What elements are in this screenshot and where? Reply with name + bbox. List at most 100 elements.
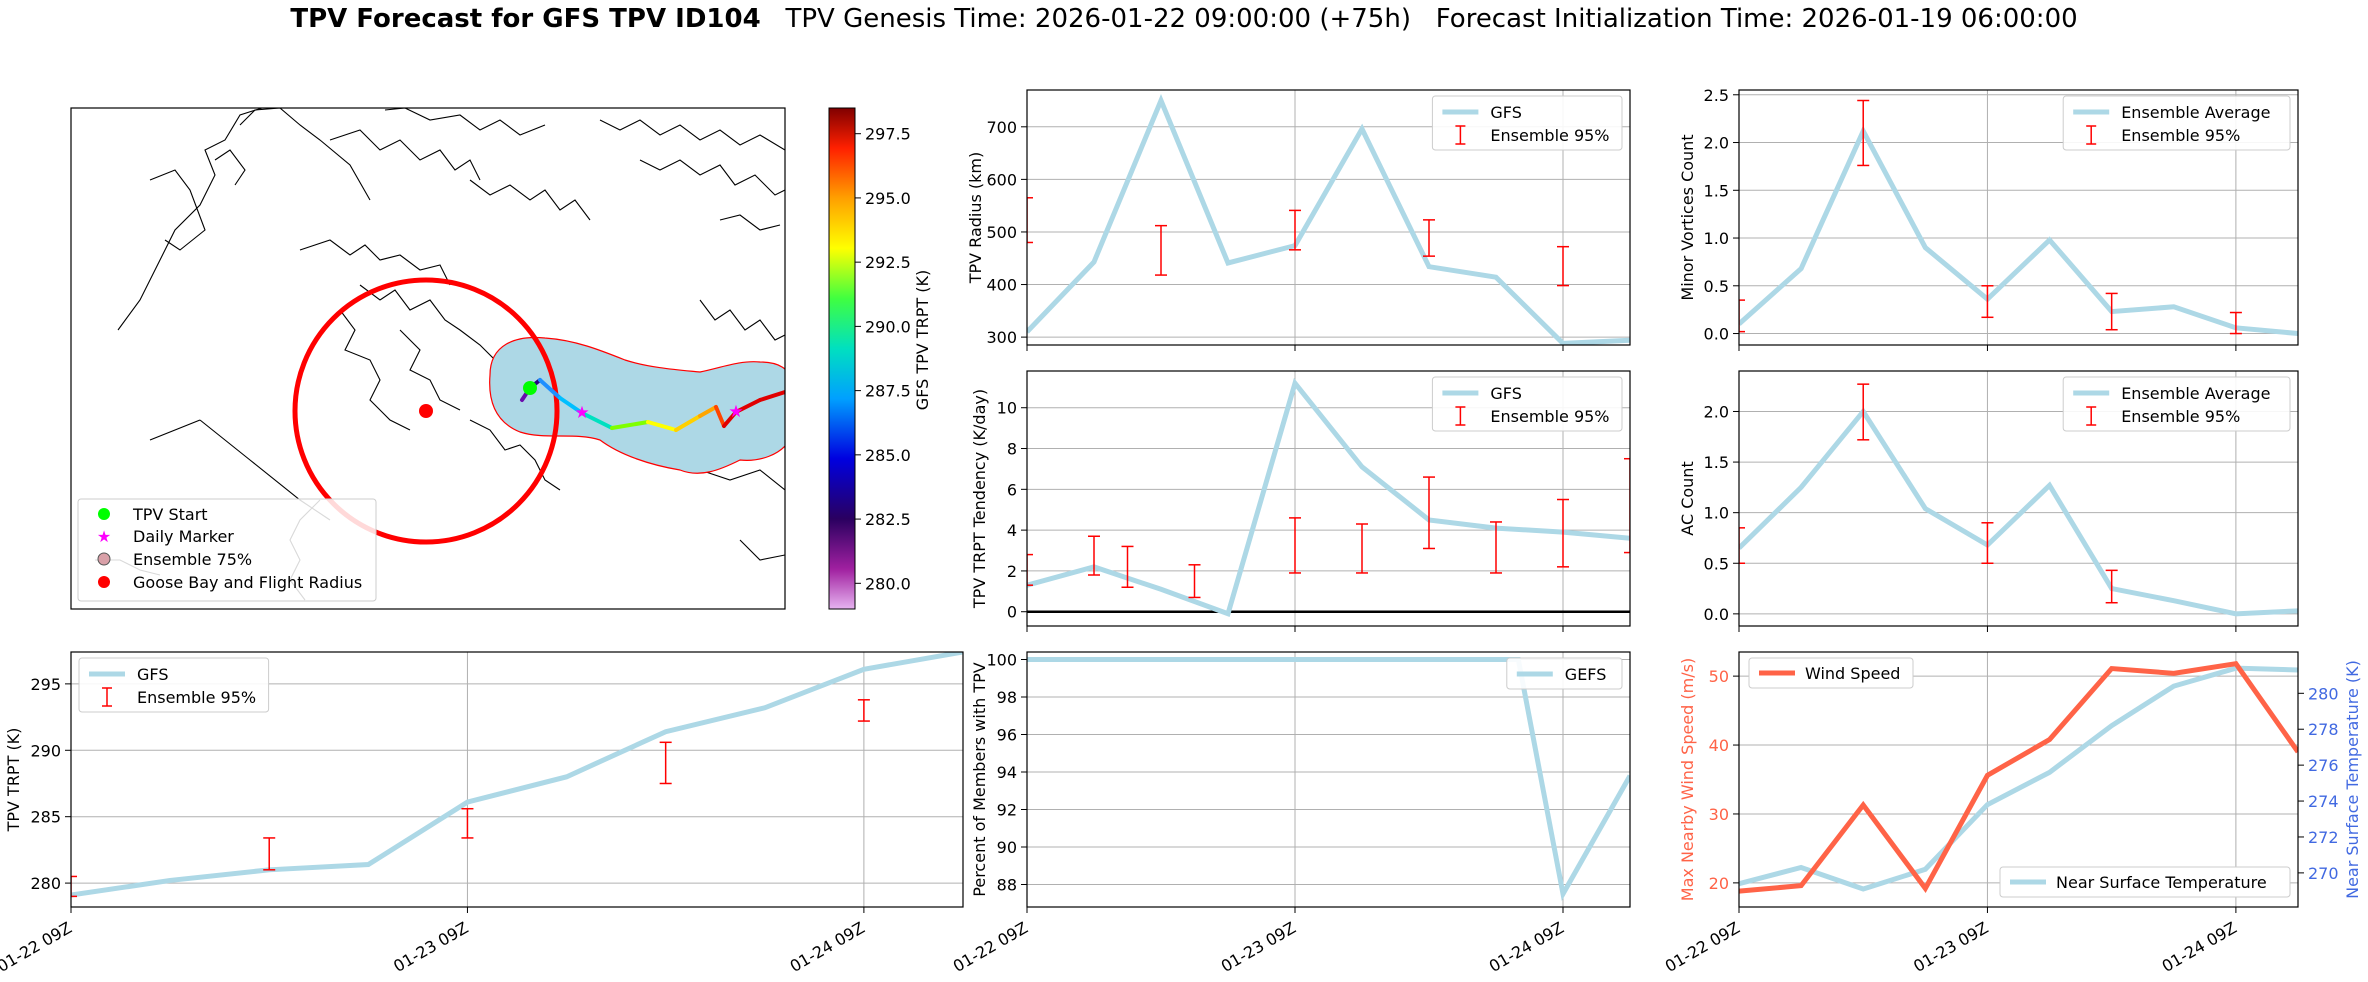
axes-frame — [1738, 89, 2299, 346]
y-tick-label: 1.5 — [1704, 453, 1729, 472]
daily-marker-2: ★ — [728, 402, 743, 422]
errorbar — [2105, 292, 2118, 331]
errorbar — [2229, 311, 2242, 335]
track-segment — [610, 420, 650, 430]
legend: GEFS — [1506, 657, 1623, 690]
track-segment — [698, 405, 718, 418]
y-tick-label: 10 — [997, 399, 1017, 418]
y-axis-label: Max Nearby Wind Speed (m/s) — [1678, 658, 1697, 901]
axes-frame — [1026, 651, 1631, 908]
tpv-start-marker — [523, 381, 537, 395]
legend: Ensemble Average Ensemble 95% — [2062, 95, 2291, 151]
colorbar-label: GFS TPV TRPT (K) — [913, 270, 932, 410]
y-tick-label: 0.0 — [1704, 605, 1729, 624]
y-tick-label: 0.0 — [1704, 325, 1729, 344]
x-tick-label: 01-22 09Z — [950, 918, 1031, 976]
errorbar — [1857, 383, 1870, 441]
legend-box — [1431, 95, 1623, 151]
y-tick-label: 295 — [30, 675, 61, 694]
y-tick-label: 500 — [986, 223, 1017, 242]
legend-label: Near Surface Temperature — [2056, 873, 2267, 892]
series-line — [1739, 125, 2298, 337]
axes-frame — [1026, 370, 1631, 627]
errorbar — [263, 837, 276, 871]
legend-box — [1431, 376, 1623, 432]
legend-box — [78, 657, 270, 713]
ensemble-75-envelope — [489, 336, 785, 474]
colorbar-tick-label: 290.0 — [865, 317, 911, 336]
errorbar — [1289, 209, 1301, 251]
track-segment — [558, 396, 584, 415]
track-segment — [734, 398, 762, 414]
y-tick-label: 1.0 — [1704, 504, 1729, 523]
plot-area — [1739, 99, 2298, 337]
y-tick-label: 98 — [997, 688, 1017, 707]
map-legend: TPV Start ★ Daily Marker Ensemble 75% Go… — [77, 498, 377, 602]
y-tick-label: 0.5 — [1704, 277, 1729, 296]
legend-box — [2062, 376, 2291, 432]
legend-box — [1999, 866, 2291, 898]
x-tick-label: 01-24 09Z — [787, 918, 868, 976]
y-tick-label: 2.0 — [1704, 134, 1729, 153]
y-tick-label: 2.0 — [1704, 402, 1729, 421]
chart-trpt: 280 285 290 295 01-22 09Z 01-23 09Z 01-24 09Z T… — [0, 651, 964, 976]
series-temperature — [1739, 665, 2298, 892]
y-right-tick-label: 272 — [2308, 828, 2339, 847]
y-tick-label: 92 — [997, 801, 1017, 820]
x-tick-label: 01-22 09Z — [1662, 918, 1743, 976]
legend-box — [2062, 95, 2291, 151]
legend-tpv-start: TPV Start — [132, 505, 208, 524]
errorbar — [659, 741, 672, 785]
chart-wind_temp: 20 30 40 50 01-22 09Z 01-23 09Z 01-24 09Z Max N… — [1662, 651, 2362, 976]
colorbar-tick-label: 280.0 — [865, 574, 911, 593]
legend-label: Wind Speed — [1805, 664, 1900, 683]
x-tick-label: 01-22 09Z — [0, 918, 75, 976]
legend-label: Ensemble 95% — [1490, 126, 1609, 145]
axes-frame — [1738, 370, 2299, 627]
y-tick-label: 700 — [986, 118, 1017, 137]
series-line — [1739, 407, 2298, 617]
colorbar-tick-label: 295.0 — [865, 189, 911, 208]
y-tick-label: 94 — [997, 763, 1017, 782]
y-tick-label: 20 — [1709, 874, 1729, 893]
x-tick-label: 01-23 09Z — [390, 918, 471, 976]
y-axis-label: Minor Vortices Count — [1678, 134, 1697, 300]
legend-label: Ensemble 95% — [2121, 407, 2240, 426]
figure-title-bold: TPV Forecast for GFS TPV ID104 — [290, 4, 761, 34]
errorbar — [1981, 285, 1994, 319]
colorbar-tick-label: 297.5 — [865, 125, 911, 144]
legend: GFS Ensemble 95% — [1431, 376, 1623, 432]
y-axis-label: Percent of Members with TPV — [970, 662, 989, 896]
y-tick-label: 2 — [1007, 562, 1017, 581]
y-right-tick-label: 274 — [2308, 792, 2339, 811]
errorbar — [1739, 527, 1745, 565]
series-line — [1027, 93, 1630, 345]
legend-label: GFS — [137, 665, 168, 684]
errorbar — [2105, 569, 2118, 604]
legend-label: Ensemble Average — [2121, 384, 2270, 403]
errorbar — [857, 699, 870, 722]
y-tick-label: 30 — [1709, 805, 1729, 824]
figure-title: TPV Forecast for GFS TPV ID104 TPV Genes… — [0, 4, 2368, 34]
plot-area — [1027, 377, 1630, 618]
series-wind-speed — [1739, 661, 2298, 894]
legend-label: Ensemble 95% — [137, 688, 256, 707]
legend-goose-bay: Goose Bay and Flight Radius — [133, 573, 362, 592]
errorbar — [1981, 522, 1994, 565]
legend-ensemble-icon — [97, 552, 111, 566]
legend-wind: Wind Speed — [1748, 657, 1914, 689]
legend: GFS Ensemble 95% — [1431, 95, 1623, 151]
y-tick-label: 6 — [1007, 480, 1017, 499]
track-segment — [722, 410, 738, 428]
y-tick-label: 50 — [1709, 667, 1729, 686]
y-tick-label: 100 — [986, 651, 1017, 670]
goose-bay-marker — [419, 404, 433, 418]
y-right-tick-label: 276 — [2308, 756, 2339, 775]
y-tick-label: 0 — [1007, 603, 1017, 622]
errorbar — [1155, 224, 1167, 276]
colorbar: GFS TPV TRPT (K) 280.0 282.5 285.0 287.5 290… — [828, 107, 932, 610]
plot-area — [1739, 383, 2298, 617]
track-segment — [674, 414, 702, 432]
